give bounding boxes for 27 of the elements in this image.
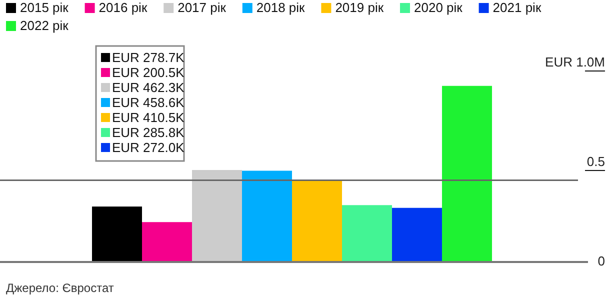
- y-tick-label: EUR 1.0M: [545, 54, 605, 70]
- legend-label: 2017 рік: [178, 0, 226, 15]
- text: Джерело: Євростат: [6, 281, 114, 295]
- bar: [442, 86, 492, 262]
- y-tick-label: 0: [598, 253, 605, 268]
- annotation: EUR 200.5K: [112, 65, 185, 80]
- annotation: EUR 285.8K: [112, 125, 185, 140]
- bar: [342, 205, 392, 262]
- annotation: EUR 462.3K: [112, 80, 185, 95]
- bar: [242, 170, 292, 262]
- bar: [392, 208, 442, 262]
- legend-label: 2018 рік: [256, 0, 306, 15]
- bar: [142, 222, 192, 262]
- bar: [292, 180, 342, 262]
- legend-label: 2016 рік: [98, 0, 148, 15]
- annotation: EUR 272.0K: [112, 140, 185, 155]
- legend-label: 2019 рік: [335, 0, 384, 15]
- annotation: EUR 278.7K: [112, 50, 185, 65]
- y-tick-label: 0.5: [586, 154, 605, 169]
- legend-label: 2021 рік: [492, 0, 542, 15]
- legend-label: 2022 рік: [20, 18, 69, 33]
- annotation: EUR 458.6K: [112, 95, 185, 110]
- bar: [192, 170, 242, 262]
- annotation: EUR 410.5K: [112, 110, 185, 125]
- bar: [92, 206, 142, 262]
- legend-label: 2020 рік: [414, 0, 463, 15]
- legend-label: 2015 рік: [20, 0, 69, 15]
